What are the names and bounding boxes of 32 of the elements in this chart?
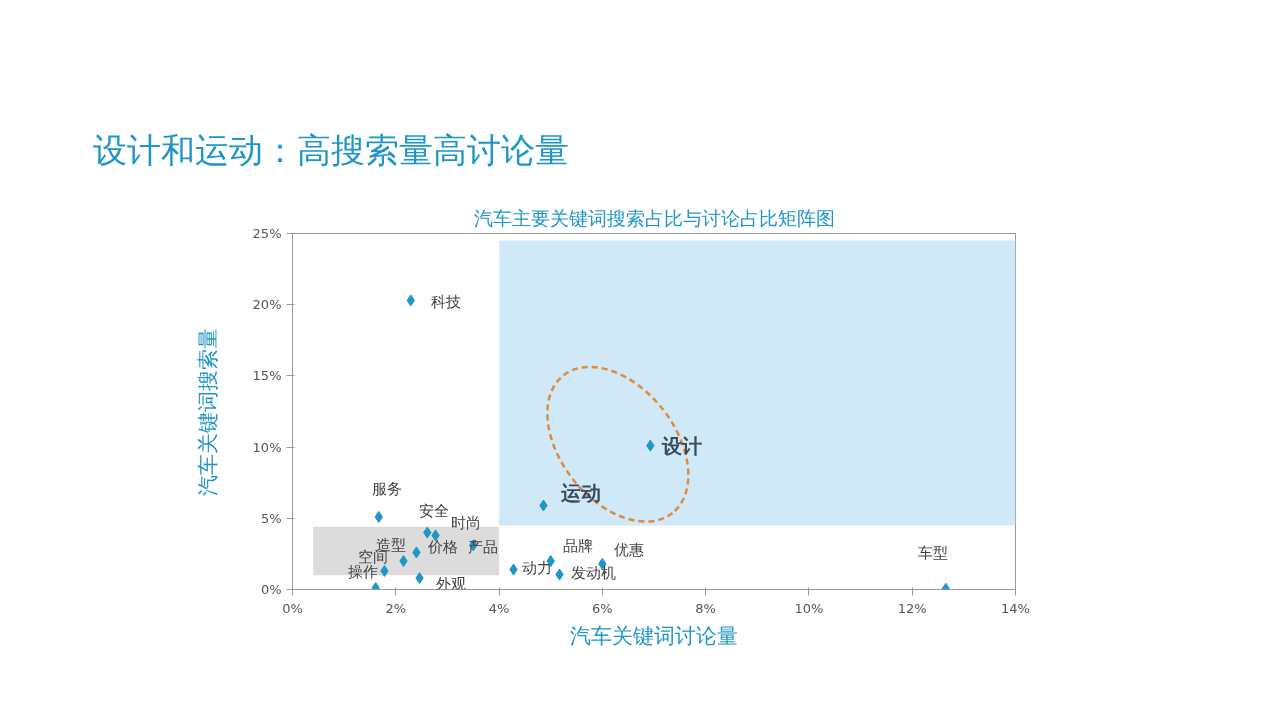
annotation: 科技 — [430, 293, 461, 312]
y-tick-label: 25% — [252, 226, 282, 241]
x-tick-label: 14% — [1001, 600, 1030, 616]
annotation: 发动机 — [571, 563, 617, 582]
annotation: 价格 — [427, 538, 459, 557]
y-tick-label: 0% — [260, 582, 282, 597]
y-tick-label: 15% — [252, 368, 282, 384]
annotation: 运动 — [560, 481, 602, 506]
y-tick-label: 20% — [252, 297, 282, 313]
annotation: 优惠 — [614, 540, 645, 559]
chart-subtitle: 汽车主要关键词搜索占比与讨论占比矩阵图 — [473, 206, 835, 229]
annotation: 品牌 — [562, 537, 593, 556]
y-axis-title: 汽车关键词搜索量 — [195, 327, 220, 496]
x-tick-label: 10% — [794, 600, 824, 616]
x-axis-title: 汽车关键词讨论量 — [570, 623, 738, 648]
annotation: 动力 — [521, 558, 552, 577]
x-tick-label: 6% — [592, 600, 613, 616]
annotation: 安全 — [419, 501, 450, 520]
annotation: 设计 — [661, 433, 703, 458]
x-tick-label: 4% — [488, 600, 510, 616]
annotation: 产品 — [468, 538, 499, 557]
x-tick-label: 2% — [385, 600, 407, 616]
chart-title: 设计和运动：高搜索量高讨论量 — [92, 129, 569, 170]
annotation: 操作 — [347, 563, 378, 582]
x-tick-label: 12% — [897, 600, 927, 616]
annotation: 车型 — [917, 543, 948, 562]
x-tick-label: 0% — [282, 600, 303, 616]
x-tick-label: 8% — [695, 600, 716, 616]
y-tick-label: 10% — [252, 439, 282, 455]
annotation: 时尚 — [450, 514, 481, 533]
y-tick-label: 5% — [260, 510, 282, 526]
annotation: 服务 — [371, 479, 402, 498]
